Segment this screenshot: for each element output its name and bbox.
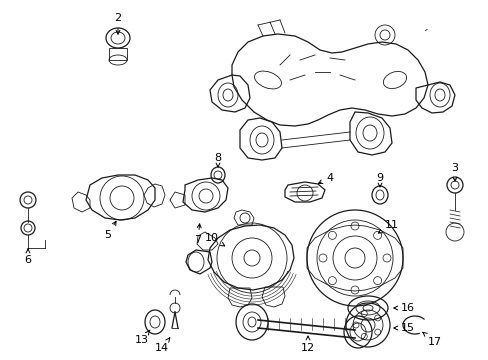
Text: 4: 4 (318, 173, 333, 184)
Text: 8: 8 (214, 153, 221, 167)
Text: 7: 7 (194, 224, 201, 245)
Text: 2: 2 (114, 13, 122, 34)
Text: 17: 17 (422, 332, 441, 347)
Text: 13: 13 (135, 330, 150, 345)
Text: 11: 11 (378, 220, 398, 233)
Text: 1: 1 (0, 359, 1, 360)
Text: 5: 5 (104, 221, 116, 240)
Text: 9: 9 (376, 173, 383, 187)
Text: 3: 3 (450, 163, 458, 181)
Text: 16: 16 (393, 303, 414, 313)
Text: 12: 12 (300, 336, 314, 353)
Text: 15: 15 (393, 323, 414, 333)
Text: 10: 10 (204, 233, 224, 246)
Text: 6: 6 (24, 249, 31, 265)
Text: 14: 14 (155, 338, 169, 353)
